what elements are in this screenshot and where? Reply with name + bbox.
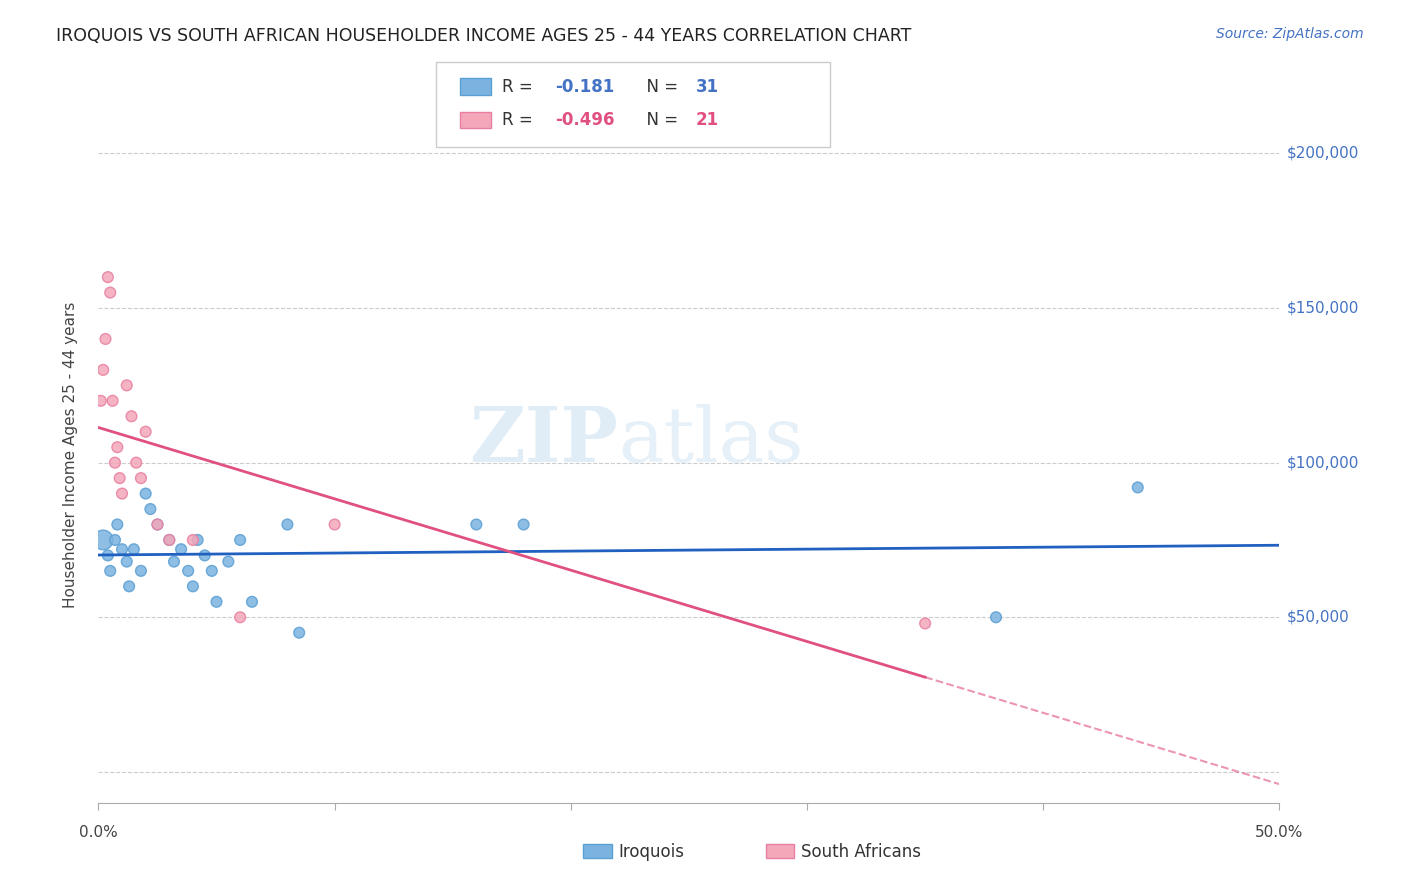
Point <box>157 533 180 547</box>
Point <box>121 409 143 424</box>
Text: 0.0%: 0.0% <box>79 825 118 840</box>
Point <box>984 610 1007 624</box>
Text: 21: 21 <box>696 112 718 129</box>
Point <box>217 555 239 569</box>
Point <box>177 564 200 578</box>
Point <box>323 517 346 532</box>
Point <box>163 555 186 569</box>
Point <box>118 579 141 593</box>
Point <box>104 456 127 470</box>
Point <box>288 625 311 640</box>
Point <box>98 564 121 578</box>
Point <box>122 542 145 557</box>
Point <box>115 378 138 392</box>
Text: Source: ZipAtlas.com: Source: ZipAtlas.com <box>1216 27 1364 41</box>
Point <box>146 517 169 532</box>
Text: ZIP: ZIP <box>470 404 619 478</box>
Point <box>205 595 228 609</box>
Point <box>135 425 157 439</box>
Point <box>129 564 152 578</box>
Point <box>97 270 120 285</box>
Text: $200,000: $200,000 <box>1286 146 1358 161</box>
Point <box>90 393 112 408</box>
Point <box>146 517 169 532</box>
Point <box>125 456 148 470</box>
Point <box>170 542 193 557</box>
Point <box>105 517 128 532</box>
Point <box>276 517 298 532</box>
Text: $150,000: $150,000 <box>1286 301 1358 316</box>
Text: R =: R = <box>502 78 538 95</box>
Text: N =: N = <box>636 78 683 95</box>
Point <box>105 440 128 454</box>
Text: $100,000: $100,000 <box>1286 455 1358 470</box>
Point <box>229 610 252 624</box>
Y-axis label: Householder Income Ages 25 - 44 years: Householder Income Ages 25 - 44 years <box>63 301 77 608</box>
Point <box>187 533 209 547</box>
Text: -0.496: -0.496 <box>555 112 614 129</box>
Point <box>1126 480 1149 494</box>
Point <box>157 533 180 547</box>
Point <box>91 363 114 377</box>
Text: atlas: atlas <box>619 404 803 478</box>
Point <box>111 542 134 557</box>
Text: IROQUOIS VS SOUTH AFRICAN HOUSEHOLDER INCOME AGES 25 - 44 YEARS CORRELATION CHAR: IROQUOIS VS SOUTH AFRICAN HOUSEHOLDER IN… <box>56 27 911 45</box>
Text: South Africans: South Africans <box>801 843 921 861</box>
Point <box>229 533 252 547</box>
Text: 50.0%: 50.0% <box>1256 825 1303 840</box>
Point <box>108 471 131 485</box>
Text: -0.181: -0.181 <box>555 78 614 95</box>
Point <box>914 616 936 631</box>
Point <box>135 486 157 500</box>
Point <box>97 549 120 563</box>
Point <box>115 555 138 569</box>
Point <box>101 393 124 408</box>
Text: 31: 31 <box>696 78 718 95</box>
Point <box>129 471 152 485</box>
Point <box>139 502 162 516</box>
Point <box>240 595 263 609</box>
Point <box>181 579 204 593</box>
Point <box>512 517 534 532</box>
Point <box>104 533 127 547</box>
Point <box>91 533 114 547</box>
Point <box>94 332 117 346</box>
Point <box>201 564 224 578</box>
Point <box>111 486 134 500</box>
Text: Iroquois: Iroquois <box>619 843 685 861</box>
Point <box>194 549 217 563</box>
Point <box>181 533 204 547</box>
Text: $50,000: $50,000 <box>1286 610 1350 624</box>
Text: N =: N = <box>636 112 683 129</box>
Text: R =: R = <box>502 112 538 129</box>
Point <box>465 517 488 532</box>
Point <box>98 285 121 300</box>
